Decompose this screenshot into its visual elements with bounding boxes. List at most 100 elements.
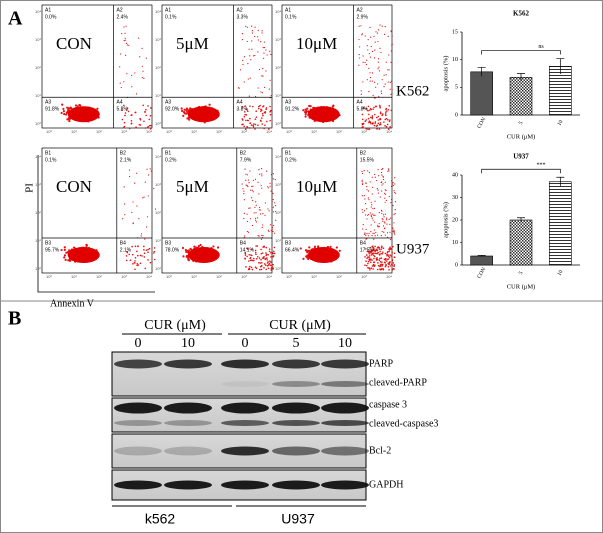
dot (375, 31, 377, 33)
dot (131, 211, 133, 214)
quadrant-id: A2 (237, 7, 243, 13)
dot (388, 248, 390, 250)
dot (390, 109, 393, 112)
dot (386, 223, 388, 225)
dot (243, 212, 245, 215)
dot (252, 259, 255, 262)
dot (150, 124, 152, 127)
dot (269, 182, 271, 184)
dot (254, 266, 257, 268)
axis-tick: 10⁰ (46, 274, 52, 279)
dot (372, 252, 375, 254)
quadrant-id: A3 (285, 100, 291, 106)
dot (368, 259, 371, 261)
lane-label: 0 (135, 336, 142, 351)
dot (383, 261, 386, 264)
dot (386, 251, 389, 254)
dot (385, 219, 388, 221)
dot (216, 246, 220, 249)
dot (370, 231, 372, 233)
dot (69, 106, 72, 109)
dot (388, 250, 391, 252)
dot (131, 245, 133, 248)
dot (134, 268, 136, 271)
dot (255, 95, 257, 98)
blot-band (272, 420, 320, 426)
dot (259, 213, 262, 215)
dot (238, 87, 240, 89)
dot (369, 26, 371, 29)
dot (128, 175, 131, 178)
dot (260, 41, 262, 43)
dot (365, 260, 367, 263)
dot (139, 124, 142, 126)
panel-label: B (8, 308, 21, 330)
dot (254, 54, 256, 57)
dot (250, 189, 252, 191)
dot (251, 268, 254, 271)
dot (367, 214, 369, 216)
axis-tick: 10⁰ (155, 121, 161, 126)
blot-band (321, 446, 369, 456)
dot (365, 108, 368, 110)
dot (260, 91, 262, 93)
dot (371, 176, 373, 178)
y-tick-label: 15 (452, 29, 458, 35)
dense-cluster (187, 106, 220, 123)
axis-tick: 10⁰ (166, 129, 172, 134)
dot (374, 214, 376, 216)
condition-label: 10μM (296, 177, 337, 196)
dot (134, 111, 137, 114)
axis-tick: 10² (336, 274, 342, 279)
dot (242, 123, 244, 126)
dot (389, 88, 391, 90)
dot (68, 119, 71, 123)
lane-label: 10 (181, 336, 195, 351)
dot (370, 254, 373, 256)
dot (85, 243, 88, 246)
x-axis-label: CUR (μM) (507, 283, 536, 290)
dot (372, 268, 374, 270)
dot (143, 120, 145, 123)
blot-band (321, 480, 369, 490)
dot (265, 108, 268, 110)
dot (134, 260, 136, 262)
dot (384, 193, 387, 195)
quadrant-percent: 91.2% (285, 107, 300, 113)
dot (377, 169, 379, 171)
dot (367, 256, 369, 258)
axis-tick: 10³ (241, 274, 247, 279)
axis-tick: 10⁰ (286, 274, 292, 279)
dot (360, 90, 362, 92)
dot (304, 113, 307, 116)
dot (384, 222, 386, 224)
significance: ns (538, 44, 544, 50)
dot (370, 36, 372, 38)
dot (63, 113, 66, 116)
blot-band (272, 480, 320, 490)
dot (262, 234, 264, 237)
dot (378, 246, 380, 249)
dot (374, 122, 376, 124)
quadrant-id: A3 (45, 100, 51, 106)
dot (385, 217, 388, 219)
dot (379, 268, 381, 270)
dot (393, 213, 395, 216)
dot (269, 224, 272, 226)
dot (254, 123, 257, 126)
dot (302, 257, 305, 260)
dot (362, 55, 364, 57)
dot (384, 265, 387, 268)
dot (361, 172, 364, 175)
dot (358, 64, 360, 66)
dot (371, 122, 374, 124)
dot (275, 219, 277, 221)
dot (366, 257, 368, 259)
dot (252, 199, 254, 202)
dot (243, 193, 245, 195)
dot (367, 262, 369, 265)
dot (125, 42, 128, 44)
dot (371, 235, 373, 237)
dot (371, 72, 374, 74)
dot (389, 246, 391, 249)
